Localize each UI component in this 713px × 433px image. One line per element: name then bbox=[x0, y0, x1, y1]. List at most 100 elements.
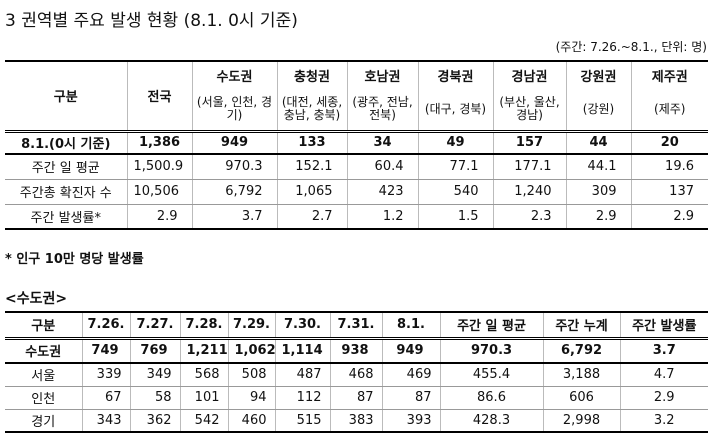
row-label: 주간 발생률* bbox=[5, 204, 128, 230]
value-cell: 938 bbox=[329, 338, 383, 364]
row-label: 수도권 bbox=[5, 338, 83, 364]
value-cell: 1,065 bbox=[276, 179, 348, 205]
value-cell: 2.9 bbox=[630, 204, 708, 230]
value-cell: 487 bbox=[274, 363, 331, 387]
value-cell: 1.5 bbox=[417, 204, 494, 230]
value-cell: 4.7 bbox=[619, 363, 708, 387]
value-cell: 87 bbox=[329, 386, 383, 410]
value-cell: 343 bbox=[81, 409, 131, 433]
header-cell: 7.28. bbox=[179, 312, 229, 340]
value-cell: 137 bbox=[630, 179, 708, 205]
value-cell: 112 bbox=[274, 386, 331, 410]
header-cell: 7.30. bbox=[274, 312, 331, 340]
title: 3 권역별 주요 발생 현황 (8.1. 0시 기준) bbox=[5, 11, 298, 31]
value-cell: 970.3 bbox=[439, 338, 544, 364]
value-cell: 44.1 bbox=[565, 154, 632, 180]
region-sub: (부산, 울산, 경남) bbox=[492, 89, 567, 133]
value-cell: 177.1 bbox=[492, 154, 567, 180]
value-cell: 540 bbox=[417, 179, 494, 205]
value-cell: 460 bbox=[227, 409, 276, 433]
value-cell: 2.9 bbox=[565, 204, 632, 230]
value-cell: 44 bbox=[565, 131, 632, 155]
value-cell: 1,062 bbox=[227, 338, 276, 364]
value-cell: 309 bbox=[565, 179, 632, 205]
row-label: 8.1.(0시 기준) bbox=[5, 131, 128, 155]
header-cell: 전국 bbox=[126, 61, 193, 133]
region-name: 제주권 bbox=[630, 61, 708, 89]
header-cell: 8.1. bbox=[381, 312, 441, 340]
value-cell: 6,792 bbox=[542, 338, 621, 364]
value-cell: 1,114 bbox=[274, 338, 331, 364]
value-cell: 58 bbox=[129, 386, 181, 410]
value-cell: 77.1 bbox=[417, 154, 494, 180]
value-cell: 157 bbox=[492, 131, 567, 155]
value-cell: 1,500.9 bbox=[126, 154, 193, 180]
header-cell: 주간 누계 bbox=[542, 312, 621, 340]
table-row: 8.1.(0시 기준) 1,386 949 133 34 49 157 44 20 bbox=[5, 131, 708, 155]
value-cell: 1,386 bbox=[126, 131, 193, 155]
header-cell: 구분 bbox=[5, 312, 83, 340]
value-cell: 428.3 bbox=[439, 409, 544, 433]
region-sub: (대구, 경북) bbox=[417, 89, 494, 133]
header-cell: 주간 일 평균 bbox=[439, 312, 544, 340]
value-cell: 469 bbox=[381, 363, 441, 387]
value-cell: 49 bbox=[417, 131, 494, 155]
table-row: 서울 339 349 568 508 487 468 469 455.4 3,188 4.7 bbox=[5, 363, 708, 387]
value-cell: 152.1 bbox=[276, 154, 348, 180]
header-cell: 7.29. bbox=[227, 312, 276, 340]
row-label: 주간총 확진자 수 bbox=[5, 179, 128, 205]
header-cell: 7.27. bbox=[129, 312, 181, 340]
value-cell: 949 bbox=[191, 131, 278, 155]
value-cell: 423 bbox=[346, 179, 419, 205]
table-row: (서울, 인천, 경기) (대전, 세종, 충남, 충북) (광주, 전남, 전북)… bbox=[5, 89, 708, 133]
value-cell: 455.4 bbox=[439, 363, 544, 387]
footnote: * 인구 10만 명당 발생률 bbox=[5, 252, 144, 267]
value-cell: 133 bbox=[276, 131, 348, 155]
value-cell: 34 bbox=[346, 131, 419, 155]
capital-table: 구분 7.26. 7.27. 7.28. 7.29. 7.30. 7.31. 8.1. 주간 일… bbox=[5, 311, 708, 433]
value-cell: 515 bbox=[274, 409, 331, 433]
region-name: 경북권 bbox=[417, 61, 494, 89]
row-label: 서울 bbox=[5, 363, 83, 387]
value-cell: 769 bbox=[129, 338, 181, 364]
table-row: 인천 67 58 101 94 112 87 87 86.6 606 2.9 bbox=[5, 386, 708, 410]
value-cell: 568 bbox=[179, 363, 229, 387]
value-cell: 970.3 bbox=[191, 154, 278, 180]
value-cell: 101 bbox=[179, 386, 229, 410]
value-cell: 362 bbox=[129, 409, 181, 433]
value-cell: 10,506 bbox=[126, 179, 193, 205]
row-label: 주간 일 평균 bbox=[5, 154, 128, 180]
region-name: 충청권 bbox=[276, 61, 348, 89]
value-cell: 606 bbox=[542, 386, 621, 410]
value-cell: 1,211 bbox=[179, 338, 229, 364]
region-name: 경남권 bbox=[492, 61, 567, 89]
value-cell: 468 bbox=[329, 363, 383, 387]
value-cell: 3.7 bbox=[619, 338, 708, 364]
value-cell: 3,188 bbox=[542, 363, 621, 387]
value-cell: 67 bbox=[81, 386, 131, 410]
value-cell: 2.9 bbox=[126, 204, 193, 230]
value-cell: 60.4 bbox=[346, 154, 419, 180]
table-row: 수도권 749 769 1,211 1,062 1,114 938 949 970.3 6,792… bbox=[5, 338, 708, 364]
region-sub: (대전, 세종, 충남, 충북) bbox=[276, 89, 348, 133]
value-cell: 2,998 bbox=[542, 409, 621, 433]
value-cell: 2.7 bbox=[276, 204, 348, 230]
region-name: 강원권 bbox=[565, 61, 632, 89]
value-cell: 20 bbox=[630, 131, 708, 155]
value-cell: 349 bbox=[129, 363, 181, 387]
region-sub: (제주) bbox=[630, 89, 708, 133]
value-cell: 87 bbox=[381, 386, 441, 410]
value-cell: 339 bbox=[81, 363, 131, 387]
value-cell: 1,240 bbox=[492, 179, 567, 205]
region-name: 수도권 bbox=[191, 61, 278, 89]
value-cell: 1.2 bbox=[346, 204, 419, 230]
table-row: 경기 343 362 542 460 515 383 393 428.3 2,998 3.2 bbox=[5, 409, 708, 433]
value-cell: 542 bbox=[179, 409, 229, 433]
value-cell: 393 bbox=[381, 409, 441, 433]
region-name: 호남권 bbox=[346, 61, 419, 89]
value-cell: 949 bbox=[381, 338, 441, 364]
table-row: 주간 일 평균 1,500.9 970.3 152.1 60.4 77.1 177.1 44.… bbox=[5, 154, 708, 180]
table-row: 주간 발생률* 2.9 3.7 2.7 1.2 1.5 2.3 2.9 2.9 bbox=[5, 204, 708, 230]
table-row: 구분 전국 수도권 충청권 호남권 경북권 경남권 강원권 제주권 bbox=[5, 61, 708, 133]
